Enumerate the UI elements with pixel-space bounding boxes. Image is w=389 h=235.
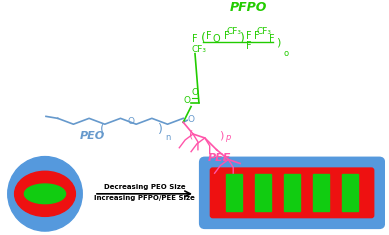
Text: CF₃: CF₃ [256,27,271,36]
Bar [255,174,271,212]
Ellipse shape [25,184,66,204]
Text: CF₃: CF₃ [191,45,207,54]
Text: O: O [191,88,198,97]
Text: n: n [166,133,171,142]
Text: F: F [224,31,229,41]
Text: ): ) [240,32,244,45]
Bar [284,174,300,212]
Text: (: ( [100,123,104,136]
Text: ): ) [158,123,163,136]
Text: O: O [187,115,194,124]
Text: F: F [246,31,252,41]
FancyBboxPatch shape [210,167,374,218]
Text: (: ( [200,32,205,45]
Text: O: O [213,34,221,44]
Text: Increasing PFPO/PEE Size: Increasing PFPO/PEE Size [94,195,195,201]
Text: PEO: PEO [79,131,105,141]
Text: F: F [192,34,198,44]
Text: o: o [283,49,288,58]
Text: O: O [128,117,135,126]
Text: p: p [225,133,231,142]
Text: PFPO: PFPO [230,1,268,15]
Text: ): ) [219,131,224,141]
Text: O: O [184,96,191,105]
Circle shape [8,157,82,231]
Bar [226,174,242,212]
Text: F: F [246,41,252,51]
Text: F: F [269,34,274,44]
Text: (: ( [189,129,193,139]
Bar [342,174,358,212]
FancyBboxPatch shape [199,157,385,229]
Bar [313,174,329,212]
Text: ): ) [276,38,280,48]
Text: PEE: PEE [208,153,231,164]
Text: Decreasing PEO Size: Decreasing PEO Size [104,184,185,190]
Ellipse shape [15,171,75,216]
Text: F: F [254,31,259,41]
Text: F: F [206,31,212,41]
Text: CF₃: CF₃ [227,27,242,36]
